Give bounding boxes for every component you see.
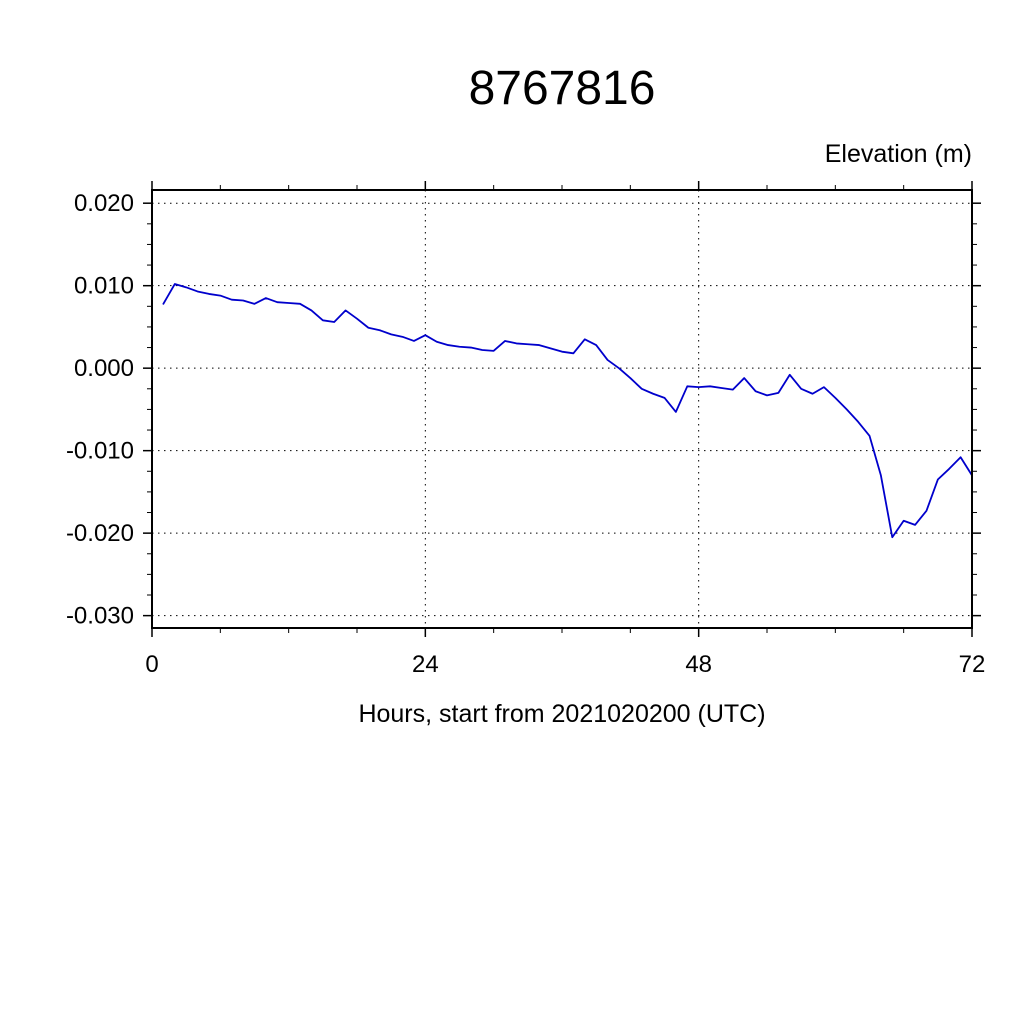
chart-title: 8767816 [469,62,656,115]
x-tick-label: 48 [685,651,712,678]
y-tick-label: 0.000 [74,355,134,382]
y-tick-label: 0.020 [74,190,134,217]
x-tick-label: 0 [145,651,158,678]
y-tick-label: -0.030 [66,603,134,630]
x-tick-label: 72 [959,651,986,678]
y-tick-label: -0.020 [66,520,134,547]
elevation-line [162,283,973,539]
y-tick-label: 0.010 [74,273,134,300]
tick-labels: 0 24 48 72 0.020 0.010 0.000 -0.010 -0.020 -0.030 [66,190,985,678]
y-axis-title: Elevation (m) [825,140,972,168]
gridlines [152,190,972,628]
plot-frame [151,189,973,629]
y-tick-label: -0.010 [66,438,134,465]
x-tick-label: 24 [412,651,439,678]
data-series [162,283,973,539]
axis-ticks [143,181,981,637]
x-axis-title: Hours, start from 2021020200 (UTC) [358,700,765,728]
